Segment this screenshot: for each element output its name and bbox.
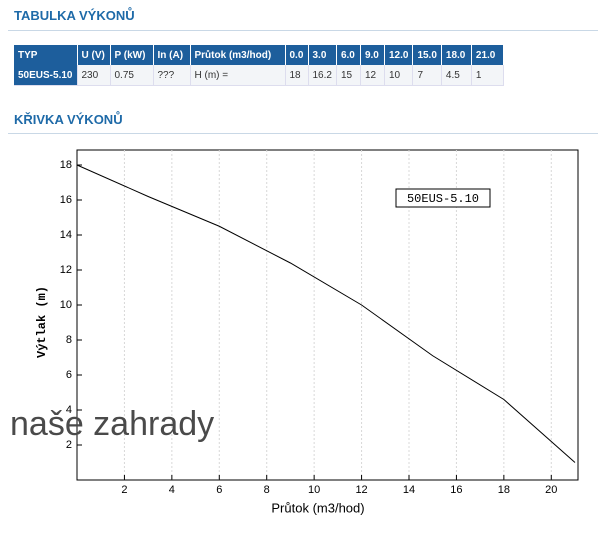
section-title: KŘIVKA VÝKONŮ [14, 112, 123, 127]
header-cell: U (V) [77, 45, 111, 65]
table-row: 50EUS-5.10 230 0.75??? H (m) = 18 16.2 15 12 10 7… [14, 65, 504, 86]
section-title: TABULKA VÝKONŮ [14, 8, 135, 23]
header-cell: P (kW) [110, 45, 154, 65]
legend-label: 50EUS-5.10 [407, 192, 479, 206]
table-cell: 1 [471, 65, 504, 86]
rule [8, 30, 598, 31]
y-tick-label: 8 [66, 334, 72, 346]
header-cell: 0.0 [285, 45, 309, 65]
y-tick-label: 16 [60, 194, 72, 206]
table-cell: 18 [285, 65, 309, 86]
x-tick-label: 10 [308, 484, 320, 496]
table-cell: ??? [153, 65, 191, 86]
x-tick-label: 4 [169, 484, 175, 496]
header-cell: 3.0 [308, 45, 337, 65]
table-cell: 16.2 [308, 65, 337, 86]
y-tick-label: 18 [60, 159, 72, 171]
header-cell: 9.0 [360, 45, 385, 65]
header-cell: TYP [14, 45, 78, 65]
x-tick-label: 16 [450, 484, 462, 496]
performance-table: TYP U (V) P (kW) In (A) Průtok (m3/hod) 0.0 3.… [14, 45, 504, 86]
watermark: naše zahrady [10, 405, 215, 443]
y-tick-label: 14 [60, 229, 72, 241]
table-cell: 0.75 [110, 65, 154, 86]
x-axis-label: Průtok (m3/hod) [271, 500, 364, 515]
header-cell: 18.0 [441, 45, 472, 65]
data-line [76, 164, 576, 463]
y-axis-label: Výtlak (m) [35, 286, 49, 358]
header-cell: 21.0 [471, 45, 504, 65]
table-cell: 10 [384, 65, 414, 86]
table-cell: 12 [360, 65, 385, 86]
x-tick-label: 14 [403, 484, 415, 496]
y-tick-label: 2 [66, 439, 72, 451]
chart: Průtok (m3/hod) Výtlak (m) 2 4 6 8 10 12 14 16 1… [35, 149, 579, 515]
table-cell: 4.5 [441, 65, 472, 86]
table-cell: 50EUS-5.10 [14, 65, 78, 86]
y-tick-label: 6 [66, 369, 72, 381]
header-cell: 12.0 [384, 45, 414, 65]
plot-area [76, 149, 579, 481]
x-tick-label: 6 [216, 484, 222, 496]
x-tick-label: 18 [498, 484, 510, 496]
legend-box [395, 188, 491, 208]
header-cell: Průtok (m3/hod) [190, 45, 286, 65]
y-tick-label: 12 [60, 264, 72, 276]
x-tick-label: 12 [355, 484, 367, 496]
table-cell: 15 [336, 65, 361, 86]
x-tick-label: 2 [121, 484, 127, 496]
header-cell: In (A) [153, 45, 191, 65]
x-tick-label: 20 [545, 484, 557, 496]
table-cell: 230 [77, 65, 111, 86]
table-cell: H (m) = [190, 65, 286, 86]
table-cell: 7 [412, 65, 442, 86]
rule [8, 133, 598, 134]
header-cell: 6.0 [336, 45, 361, 65]
header-cell: 15.0 [412, 45, 442, 65]
header-row: TYP U (V) P (kW) In (A) Průtok (m3/hod) 0.0 3.… [14, 45, 504, 65]
y-tick-label: 4 [66, 404, 72, 416]
y-tick-label: 10 [60, 299, 72, 311]
x-tick-label: 8 [264, 484, 270, 496]
